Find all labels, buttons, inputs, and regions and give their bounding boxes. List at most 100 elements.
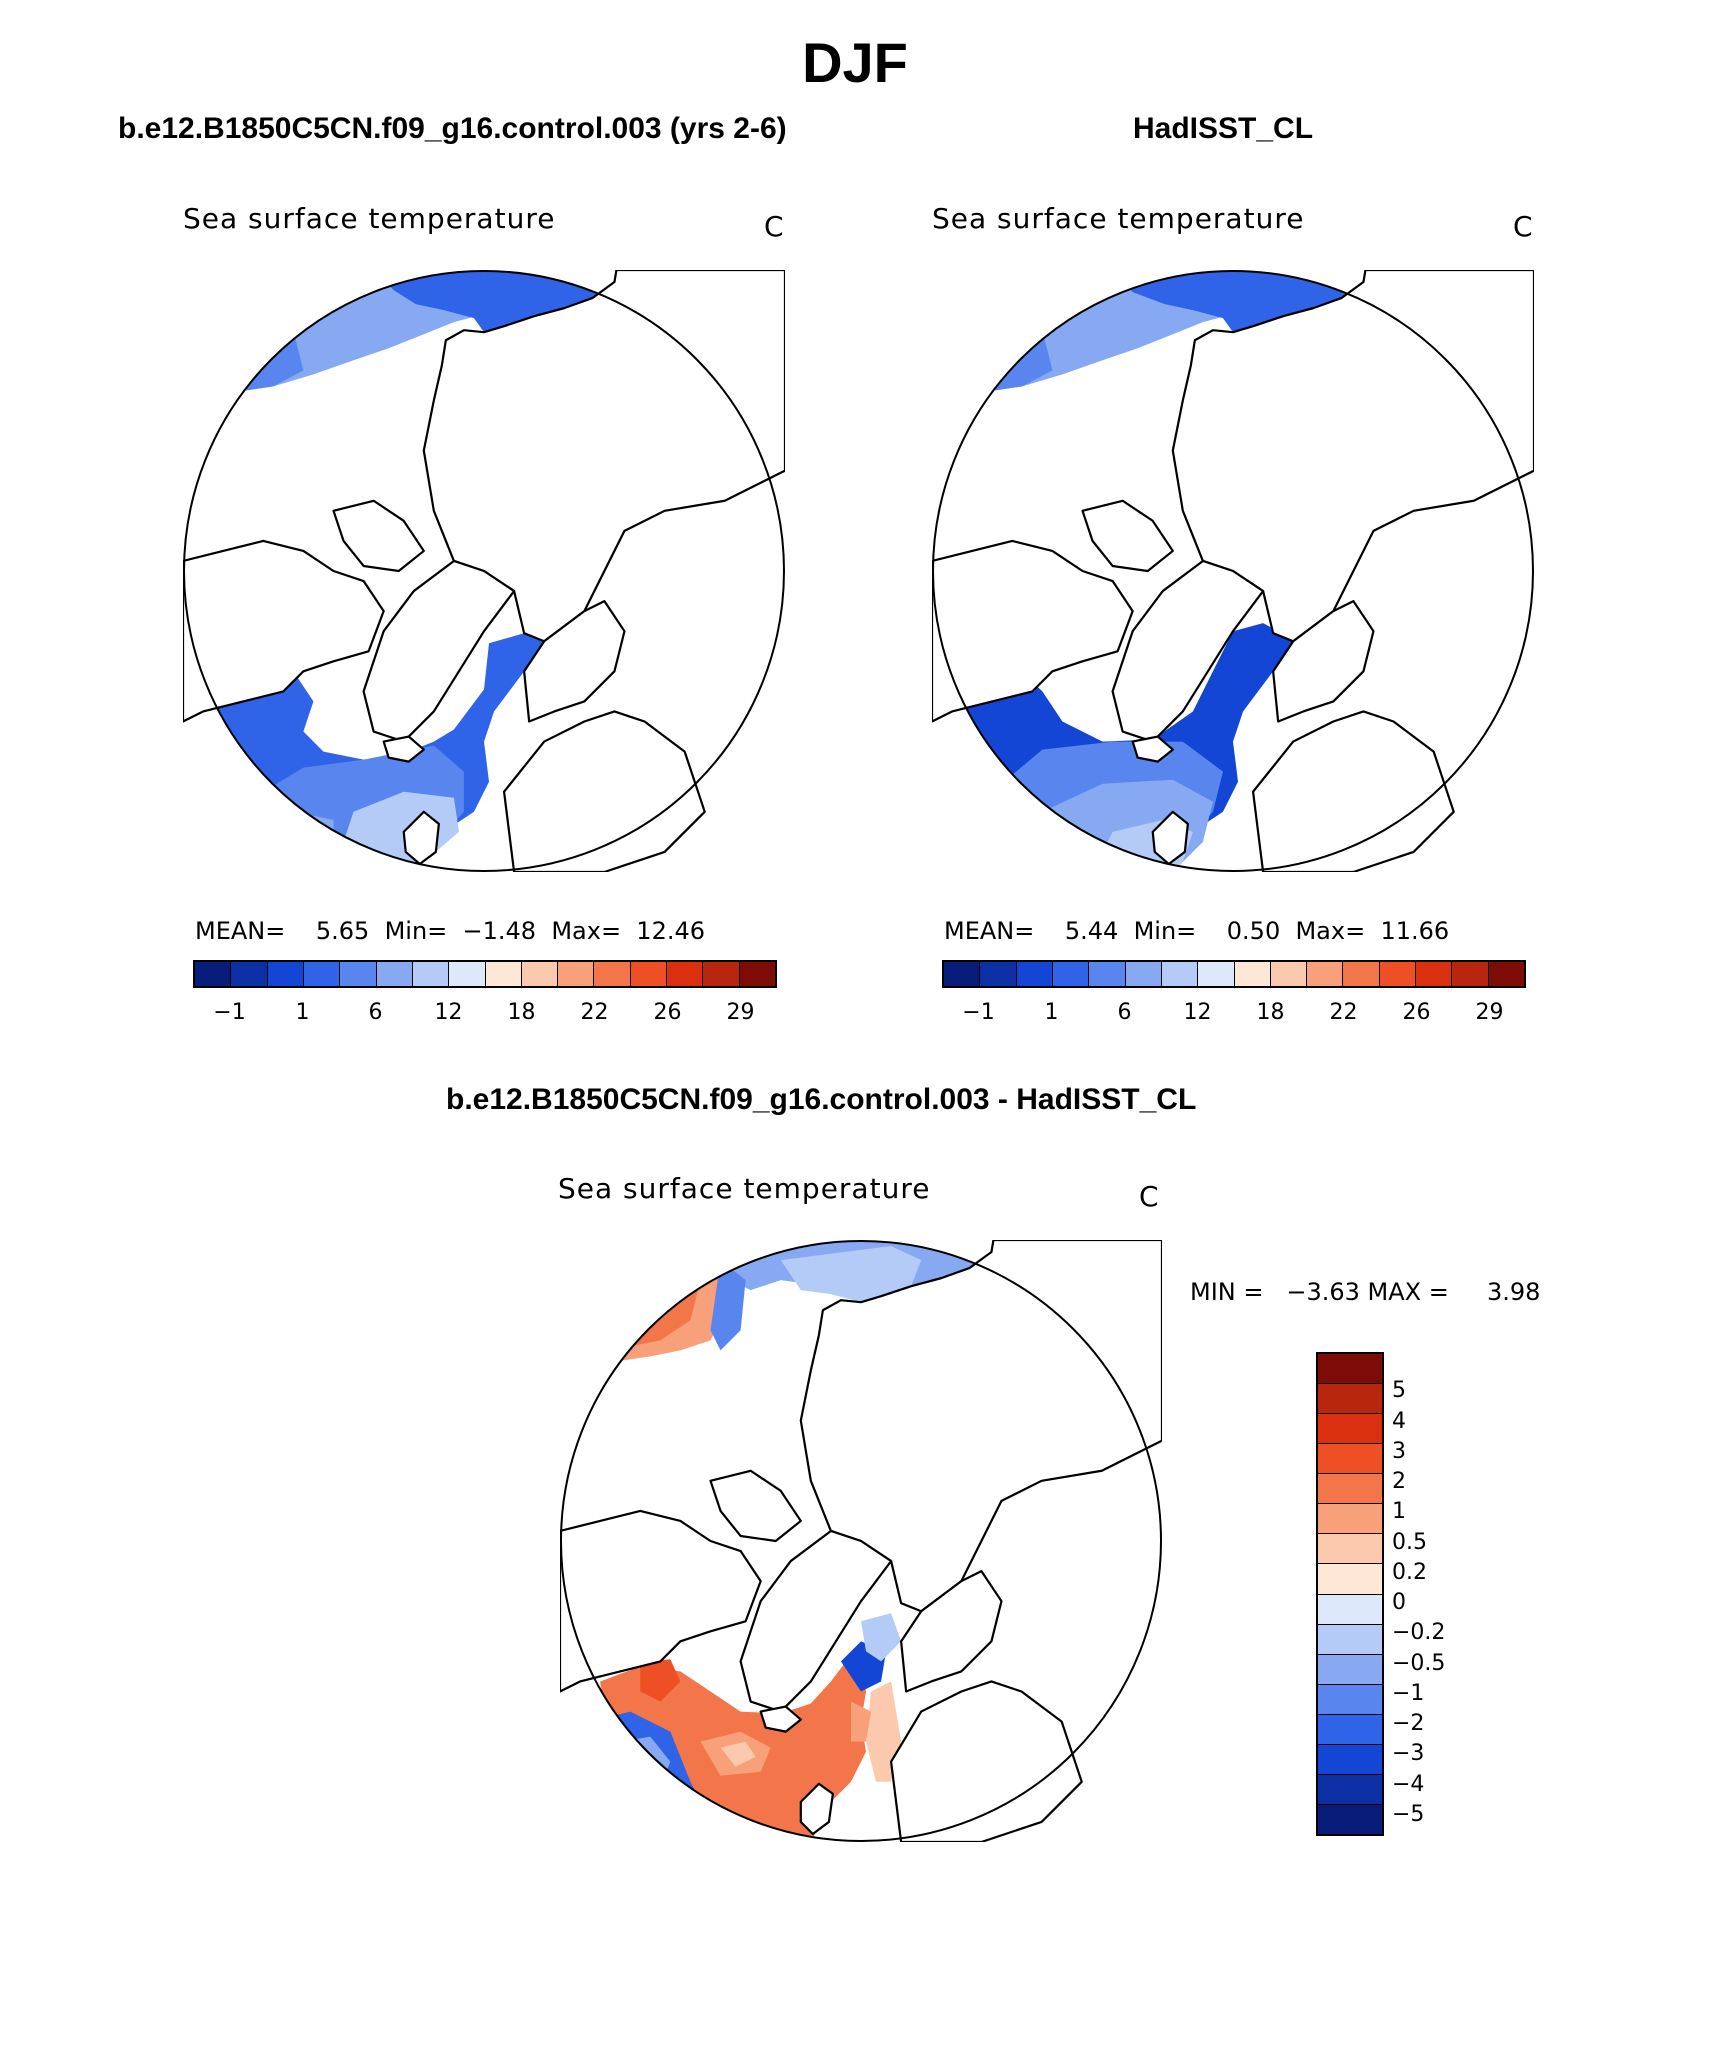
diff-panel-units: C [1139,1180,1159,1213]
colorbar-swatch [1307,962,1344,986]
diff-field-kamchatka-cool [710,1260,746,1351]
colorbar-swatch [1318,1774,1382,1805]
landmass-britain [799,1782,835,1836]
panel-1-polar-map [183,270,785,872]
landmass-iceland [1131,735,1174,763]
colorbar-tick-label: 18 [507,1000,536,1025]
colorbar-tick-label: −4 [1392,1771,1425,1797]
colorbar-swatch [1318,1654,1382,1685]
colorbar-swatch [1234,962,1271,986]
diff-panel-stats: MIN = −3.63 MAX = 3.98 [1190,1278,1541,1306]
colorbar-swatch [1318,1474,1382,1505]
colorbar-swatch [558,962,595,986]
colorbar-swatch [1416,962,1453,986]
landmass-europe-south [502,710,706,872]
colorbar-swatch [1318,1534,1382,1565]
colorbar-tick-label: −1 [962,1000,995,1025]
colorbar-swatch [303,962,341,986]
colorbar-swatch [1452,962,1489,986]
panel-2-variable-title: Sea surface temperature [932,202,1305,235]
colorbar-swatch [1089,962,1126,986]
colorbar-tick-label: 5 [1392,1378,1406,1404]
colorbar-swatch [980,962,1017,986]
sst-field-bering [373,271,615,333]
landmass-iceland [759,1705,802,1733]
colorbar-tick-label: −2 [1392,1711,1425,1736]
panel-2-colorbar-ticks: −1 1 6 12 18 22 26 29 [942,1000,1526,1030]
panel-1-map-border [183,270,785,872]
diff-panel-title: b.e12.B1850C5CN.f09_g16.control.003 - Ha… [446,1083,1197,1116]
colorbar-swatch [1318,1624,1382,1655]
panel-2-stats: MEAN= 5.44 Min= 0.50 Max= 11.66 [944,917,1450,945]
landmass-europe-south [889,1680,1083,1842]
figure-title: DJF [802,31,908,94]
colorbar-tick-label: 26 [1402,1000,1431,1025]
panel-2-units: C [1513,210,1533,243]
colorbar-swatch [1343,962,1380,986]
colorbar-swatch [1270,962,1308,986]
colorbar-swatch [340,962,377,986]
diff-field-barents-pale [861,1613,902,1662]
colorbar-swatch [1198,962,1235,986]
diff-field-labrador-hot [640,1659,681,1702]
diff-panel-variable-title: Sea surface temperature [558,1172,931,1205]
diff-field-gulf-cool [850,1701,872,1742]
panel-1-colorbar [193,960,777,988]
colorbar-swatch [1052,962,1090,986]
colorbar-swatch [630,962,668,986]
colorbar-tick-label: 18 [1256,1000,1285,1025]
colorbar-tick-label: −1 [213,1000,246,1025]
colorbar-swatch [1125,962,1162,986]
colorbar-tick-label: 6 [368,1000,383,1025]
panel-2-polar-map [932,270,1534,872]
colorbar-swatch [944,962,981,986]
colorbar-swatch [231,962,268,986]
panel-1-variable-title: Sea surface temperature [183,202,556,235]
landmass-europe-south [1251,710,1455,872]
landmass-scandinavia [523,599,626,723]
colorbar-tick-label: 12 [434,1000,463,1025]
diff-panel-polar-map [560,1240,1162,1842]
diff-field-atlantic-core-pale [720,1741,756,1767]
colorbar-tick-label: 2 [1392,1469,1406,1494]
colorbar-swatch [449,962,486,986]
diff-panel-colorbar [1316,1352,1384,1836]
landmass-iceland [382,735,425,763]
landmass-greenland [362,559,516,743]
landmass-canadian-archipelago [1081,499,1174,573]
landmass-canadian-archipelago [709,1469,802,1543]
colorbar-tick-label: −3 [1392,1741,1425,1767]
colorbar-swatch [1318,1804,1382,1834]
colorbar-swatch [412,962,450,986]
sst-field-bering [1112,271,1364,333]
colorbar-swatch [1318,1744,1382,1775]
colorbar-tick-label: 4 [1392,1408,1406,1434]
colorbar-swatch [1016,962,1053,986]
landmass-scandinavia [1272,599,1375,723]
colorbar-swatch [376,962,413,986]
colorbar-swatch [1318,1384,1382,1415]
panel-1-title: b.e12.B1850C5CN.f09_g16.control.003 (yrs… [118,112,787,145]
colorbar-swatch [1318,1684,1382,1715]
colorbar-tick-label: 29 [726,1000,755,1025]
colorbar-tick-label: 1 [295,1000,310,1025]
diff-panel-colorbar-ticks: 5 4 3 2 1 0.5 0.2 0 −0.2 −0.5 −1 −2 −3 −4 −5 [1392,1352,1492,1836]
diff-field-bering-cool [780,1246,922,1303]
colorbar-tick-label: 22 [1329,1000,1358,1025]
panel-1-stats: MEAN= 5.65 Min= −1.48 Max= 12.46 [195,917,706,945]
colorbar-swatch [1318,1504,1382,1535]
landmass-greenland [739,1529,893,1713]
colorbar-tick-label: 0.5 [1392,1529,1427,1555]
colorbar-swatch [1318,1444,1382,1475]
colorbar-tick-label: −0.2 [1392,1620,1446,1646]
panel-1-units: C [764,210,784,243]
panel-2-title: HadISST_CL [1133,112,1314,145]
colorbar-tick-label: −0.5 [1392,1650,1446,1676]
diff-panel-map-border [560,1240,1162,1842]
colorbar-swatch [594,962,631,986]
colorbar-swatch [521,962,559,986]
colorbar-swatch [1318,1564,1382,1595]
colorbar-swatch [1161,962,1199,986]
colorbar-swatch [1379,962,1417,986]
colorbar-swatch [267,962,304,986]
